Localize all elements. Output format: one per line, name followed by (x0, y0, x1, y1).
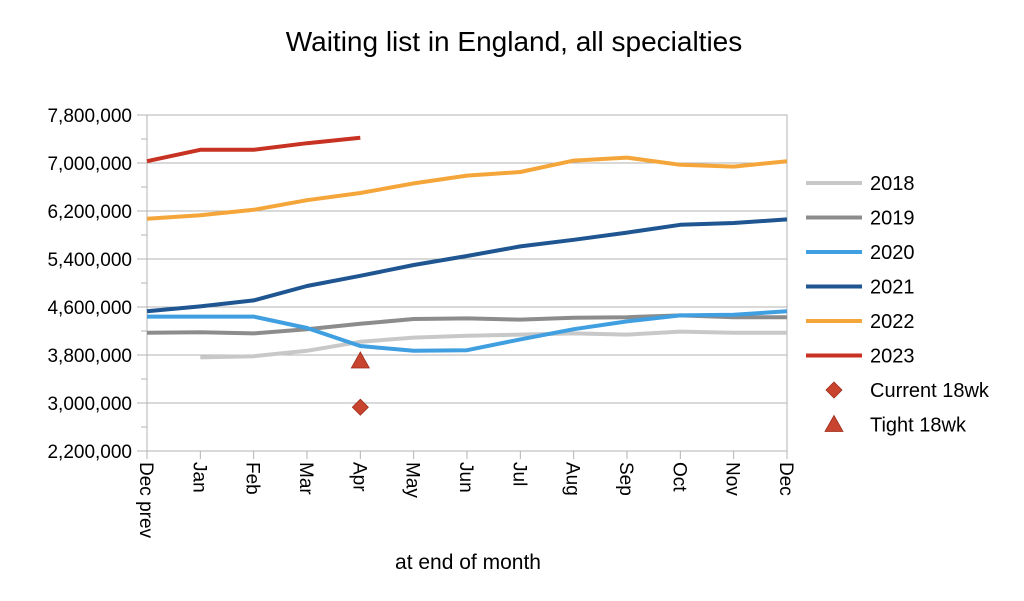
y-tick-label: 4,600,000 (47, 298, 132, 319)
x-tick-label: Jun (455, 462, 476, 493)
y-tick-label: 5,400,000 (47, 250, 132, 271)
y-tick-label: 7,000,000 (47, 154, 132, 175)
legend-label: 2022 (870, 311, 915, 333)
legend-label: 2019 (870, 208, 915, 230)
marker-tight-18wk (350, 351, 371, 369)
y-tick-label: 2,200,000 (47, 442, 132, 463)
x-tick-label: Oct (668, 462, 689, 492)
x-tick-label: Feb (242, 462, 263, 495)
legend-marker-triangle (824, 414, 844, 432)
x-tick-label: May (402, 462, 423, 498)
x-tick-label: Sep (615, 462, 636, 496)
y-tick-label: 6,200,000 (47, 202, 132, 223)
y-tick-label: 3,800,000 (47, 346, 132, 367)
series-line-2023 (146, 135, 361, 164)
x-tick-label: Aug (562, 462, 583, 496)
x-axis-title: at end of month (395, 551, 541, 574)
marker-current-18wk (351, 398, 369, 416)
legend-label: 2018 (870, 173, 915, 195)
axes: 2,200,000 3,000,000 3,800,000 4,600,000 5,40… (47, 106, 796, 539)
x-tick-label: Jan (188, 462, 209, 493)
series-line-2018 (200, 329, 787, 360)
x-tick-label: Dec prev (135, 462, 156, 539)
x-tick-label: Apr (348, 462, 369, 492)
series-line-2022 (146, 155, 788, 221)
chart-title: Waiting list in England, all specialties (286, 26, 743, 57)
y-tick-label: 7,800,000 (47, 106, 132, 127)
series-line-2021 (146, 217, 788, 314)
series-lines (146, 135, 788, 360)
series-line-2020 (147, 309, 788, 353)
legend-marker-diamond (825, 381, 843, 399)
legend-label: Current 18wk (870, 380, 990, 402)
x-tick-label: Mar (295, 462, 316, 495)
legend: 2018 2019 2020 2021 2022 2023 Current 18wk Tigh… (806, 173, 990, 437)
x-tick-label: Nov (722, 462, 743, 496)
data-markers (350, 351, 371, 416)
x-tick-label: Dec (775, 462, 796, 496)
legend-label: 2023 (870, 346, 915, 368)
legend-label: 2021 (870, 277, 915, 299)
legend-label: Tight 18wk (870, 415, 967, 437)
legend-label: 2020 (870, 242, 915, 264)
x-tick-label: Jul (508, 462, 529, 486)
y-tick-label: 3,000,000 (47, 394, 132, 415)
